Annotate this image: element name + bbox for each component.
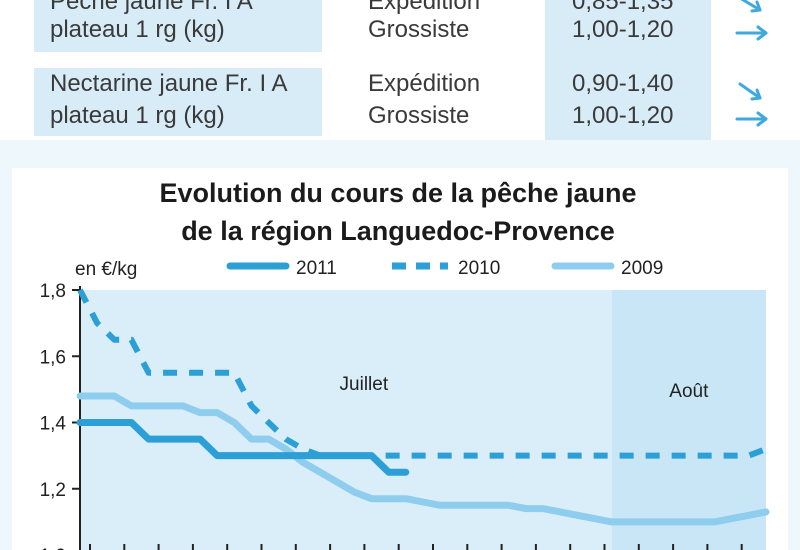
chart-axes: 1,0 1,2 1,4 1,6 1,8 bbox=[40, 281, 743, 550]
month-label: Juillet bbox=[340, 374, 389, 395]
month-label: Août bbox=[669, 381, 709, 402]
product-packaging: plateau 1 rg (kg) bbox=[50, 16, 225, 43]
stage-label: Expédition bbox=[368, 70, 481, 97]
month-band bbox=[611, 290, 766, 550]
series-line-2009 bbox=[76, 392, 770, 526]
chart-title: Evolution du cours de la pêche jaune bbox=[159, 178, 636, 208]
price-table: Pêche jaune Fr. I A plateau 1 rg (kg) Ex… bbox=[0, 0, 800, 140]
y-tick-label: 1,6 bbox=[40, 347, 66, 368]
stage-label: Grossiste bbox=[368, 102, 470, 129]
chart-series bbox=[76, 288, 770, 526]
legend-label: 2010 bbox=[458, 258, 500, 279]
stage-label: Grossiste bbox=[368, 16, 470, 43]
product-name: Nectarine jaune Fr. I A bbox=[50, 70, 288, 97]
y-tick-label: 1,4 bbox=[40, 414, 67, 435]
y-tick-label: 1,2 bbox=[40, 480, 66, 501]
trend-down-arrow-icon bbox=[738, 82, 762, 101]
product-cell-bg bbox=[34, 0, 322, 52]
legend-label: 2009 bbox=[621, 258, 663, 279]
month-bands bbox=[80, 290, 766, 550]
price-range: 0,85-1,35 bbox=[572, 0, 674, 15]
y-tick-label: 1,8 bbox=[40, 281, 66, 302]
chart-legend: 2011 2010 2009 bbox=[226, 258, 663, 279]
product-cell-bg bbox=[34, 68, 322, 136]
series-line-2011 bbox=[76, 419, 410, 476]
product-name: Pêche jaune Fr. I A bbox=[50, 0, 253, 15]
price-range: 1,00-1,20 bbox=[572, 102, 674, 129]
chart-subtitle: de la région Languedoc-Provence bbox=[181, 216, 615, 246]
price-range: 0,90-1,40 bbox=[572, 70, 674, 97]
price-column-bg bbox=[545, 0, 711, 140]
product-packaging: plateau 1 rg (kg) bbox=[50, 102, 225, 129]
trend-stable-arrow-icon bbox=[735, 111, 768, 127]
y-axis-unit-label: en €/kg bbox=[75, 259, 137, 280]
legend-label: 2011 bbox=[296, 258, 337, 279]
series-line-2010 bbox=[77, 288, 768, 459]
price-range: 1,00-1,20 bbox=[572, 16, 674, 43]
trend-stable-arrow-icon bbox=[735, 25, 768, 41]
y-tick-label: 1,0 bbox=[40, 546, 66, 550]
stage-label: Expédition bbox=[368, 0, 481, 15]
trend-down-arrow-icon bbox=[740, 0, 762, 13]
month-labels: Juillet Août bbox=[340, 374, 710, 402]
